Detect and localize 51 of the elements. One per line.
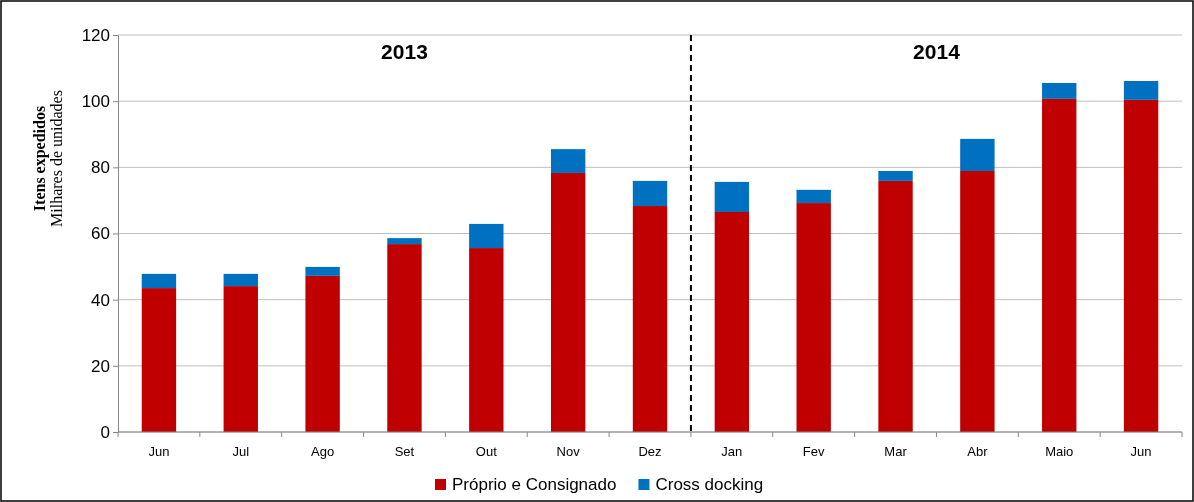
bar	[387, 244, 422, 432]
y-tick-label: 80	[91, 158, 110, 178]
bar	[469, 248, 504, 432]
bar	[960, 138, 995, 171]
bar	[960, 170, 995, 432]
bar	[1123, 99, 1159, 432]
x-tick-label: Abr	[967, 444, 989, 459]
y-tick-label: 20	[91, 356, 110, 376]
x-tick-label: Jun	[148, 444, 170, 459]
y-axis-title: Itens expedidos Milhares de unidades	[31, 90, 65, 227]
x-tick-label: Ago	[311, 444, 335, 459]
x-tick-label: Set	[394, 444, 415, 459]
x-tick-label: Out	[475, 444, 498, 459]
bar	[141, 273, 177, 289]
bar	[305, 275, 340, 432]
bar	[550, 149, 586, 173]
bar	[1042, 98, 1077, 432]
x-tick-label: Mar	[884, 444, 908, 459]
legend-label: Próprio e Consignado	[452, 475, 617, 494]
x-tick-label: Jul	[232, 444, 250, 459]
bar	[1042, 82, 1077, 99]
bar	[223, 286, 258, 432]
y-tick-label: 120	[81, 25, 110, 45]
bar	[550, 172, 586, 432]
bar	[632, 180, 668, 207]
bar	[223, 273, 258, 287]
y-tick-label: 60	[91, 224, 110, 244]
x-tick-label: Nov	[556, 444, 581, 459]
bar	[469, 223, 504, 249]
y-tick-label: 100	[81, 92, 110, 112]
x-tick-label: Dez	[638, 444, 662, 459]
x-tick-label: Jan	[721, 444, 743, 459]
bar	[387, 238, 422, 245]
y-tick-label: 40	[91, 290, 110, 310]
y-tick-label: 0	[100, 422, 110, 442]
annotation: 2013	[381, 39, 428, 63]
bar	[796, 189, 831, 204]
x-tick-label: Fev	[802, 444, 826, 459]
bar	[878, 170, 913, 181]
legend-label: Cross docking	[655, 475, 764, 494]
bar	[141, 288, 177, 432]
annotation: 2014	[913, 39, 961, 63]
x-tick-label: Maio	[1045, 444, 1074, 459]
bar	[796, 203, 831, 432]
bar	[714, 212, 750, 432]
bar	[878, 180, 913, 432]
bar	[632, 206, 668, 432]
bar	[714, 181, 750, 212]
bar	[1123, 80, 1159, 100]
bar	[305, 266, 340, 276]
x-tick-label: Jun	[1130, 444, 1152, 459]
